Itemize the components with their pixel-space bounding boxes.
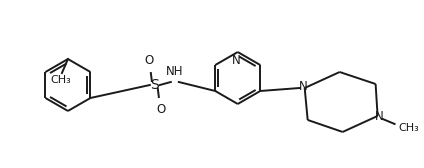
Text: S: S: [151, 78, 159, 92]
Text: O: O: [156, 103, 165, 116]
Text: NH: NH: [166, 65, 184, 78]
Text: CH₃: CH₃: [50, 75, 71, 85]
Text: N: N: [232, 54, 240, 67]
Text: N: N: [375, 111, 384, 123]
Text: N: N: [299, 80, 308, 94]
Text: O: O: [144, 54, 153, 67]
Text: CH₃: CH₃: [399, 123, 419, 133]
